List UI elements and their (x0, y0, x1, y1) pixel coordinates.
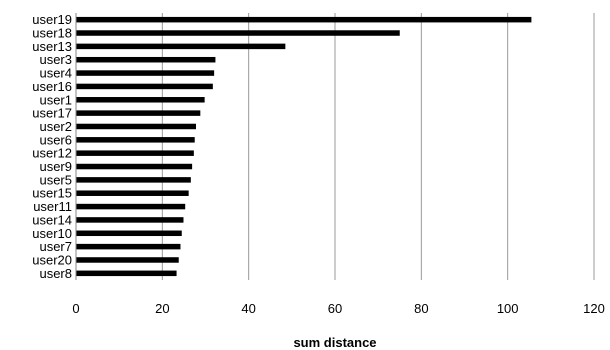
bar-user8 (76, 270, 177, 277)
bar-user15 (76, 190, 189, 196)
category-label-user7: user7 (39, 239, 72, 254)
bar-user17 (76, 110, 201, 116)
bar-user2 (76, 123, 197, 130)
category-label-user10: user10 (32, 226, 72, 241)
category-label-user18: user18 (32, 26, 72, 41)
category-label-user14: user14 (32, 212, 72, 227)
category-label-user13: user13 (32, 39, 72, 54)
bar-user4 (76, 70, 215, 76)
x-tick-label-20: 20 (155, 301, 169, 316)
category-label-user12: user12 (32, 146, 72, 161)
bar-user1 (76, 97, 205, 103)
bar-user7 (76, 243, 181, 250)
category-label-user15: user15 (32, 186, 72, 201)
bar-user11 (76, 203, 186, 210)
bar-user3 (76, 56, 216, 63)
category-label-user6: user6 (39, 132, 72, 147)
bar-user10 (76, 230, 182, 237)
x-tick-label-60: 60 (328, 301, 342, 316)
category-label-user2: user2 (39, 119, 72, 134)
x-tick-labels: 0 20 40 60 80 100 120 (72, 301, 604, 316)
category-label-user11: user11 (33, 199, 72, 214)
gridlines (161, 13, 595, 280)
category-label-user19: user19 (32, 12, 72, 27)
x-tick-label-40: 40 (241, 301, 255, 316)
bar-user9 (76, 163, 193, 170)
bars (76, 16, 532, 277)
category-label-user17: user17 (32, 106, 72, 121)
category-label-user16: user16 (32, 79, 72, 94)
bar-user19 (76, 16, 532, 23)
x-tick-label-80: 80 (414, 301, 428, 316)
category-label-user4: user4 (39, 66, 72, 81)
bar-user6 (76, 137, 195, 143)
bar-user13 (76, 43, 286, 50)
category-labels: user19user18user13user3user4user16user1u… (32, 12, 72, 281)
bar-user12 (76, 150, 194, 156)
bar-user14 (76, 217, 184, 223)
bar-user20 (76, 257, 179, 263)
category-label-user1: user1 (39, 92, 72, 107)
bar-user18 (76, 30, 400, 36)
bar-user16 (76, 83, 213, 90)
x-tick-label-120: 120 (583, 301, 605, 316)
category-label-user9: user9 (39, 159, 72, 174)
category-label-user8: user8 (39, 266, 72, 281)
x-axis-title: sum distance (293, 335, 376, 350)
x-tick-label-0: 0 (72, 301, 79, 316)
bar-user5 (76, 177, 191, 183)
category-label-user3: user3 (39, 52, 72, 67)
category-label-user5: user5 (39, 172, 72, 187)
x-tick-label-100: 100 (497, 301, 519, 316)
category-label-user20: user20 (32, 252, 72, 267)
